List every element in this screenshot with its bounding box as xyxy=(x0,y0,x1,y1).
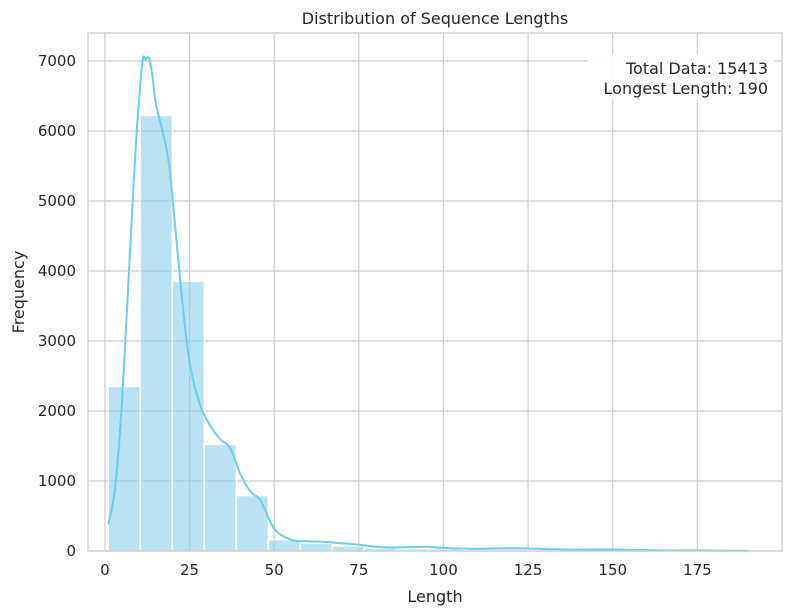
kde-curve xyxy=(107,55,749,552)
histogram-bar xyxy=(299,542,333,552)
y-tick-label: 0 xyxy=(66,542,76,560)
x-tick-label: 100 xyxy=(429,561,458,579)
y-axis-label: Frequency xyxy=(9,251,28,334)
x-tick-label: 175 xyxy=(683,561,712,579)
x-tick-label: 150 xyxy=(598,561,627,579)
annotation-longest-length: Longest Length: 190 xyxy=(604,79,768,98)
histogram-bar xyxy=(107,385,141,552)
x-tick-labels: 0 25 50 75 100 125 150 175 xyxy=(100,561,712,579)
y-tick-label: 7000 xyxy=(38,52,76,70)
histogram-bar xyxy=(331,545,365,552)
y-tick-label: 6000 xyxy=(38,122,76,140)
x-tick-label: 25 xyxy=(180,561,199,579)
histogram-bar xyxy=(203,444,237,552)
y-tick-label: 2000 xyxy=(38,402,76,420)
y-tick-label: 4000 xyxy=(38,262,76,280)
annotation-box xyxy=(588,54,774,100)
chart-title: Distribution of Sequence Lengths xyxy=(302,9,568,28)
x-tick-label: 125 xyxy=(514,561,543,579)
y-tick-label: 1000 xyxy=(38,472,76,490)
annotation-total-data: Total Data: 15413 xyxy=(625,59,768,78)
bars xyxy=(107,114,749,552)
y-tick-labels: 0 1000 2000 3000 4000 5000 6000 7000 xyxy=(38,52,76,560)
plot-border xyxy=(87,32,783,552)
y-tick-label: 5000 xyxy=(38,192,76,210)
y-tick-label: 3000 xyxy=(38,332,76,350)
x-tick-label: 50 xyxy=(265,561,284,579)
x-tick-label: 0 xyxy=(100,561,110,579)
histogram-bar xyxy=(139,114,173,552)
histogram-bar xyxy=(171,280,205,552)
x-tick-label: 75 xyxy=(349,561,368,579)
x-axis-label: Length xyxy=(407,587,462,606)
